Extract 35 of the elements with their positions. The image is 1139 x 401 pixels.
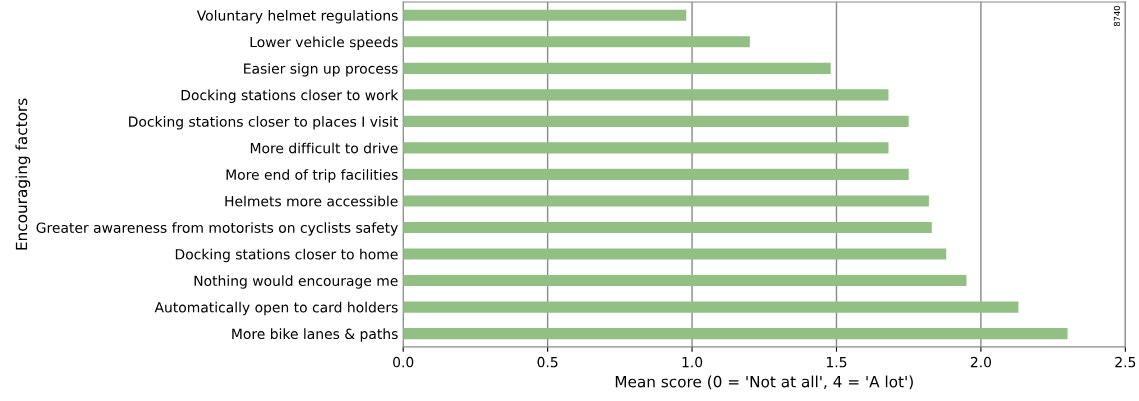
x-tick-label: 1.5	[826, 357, 847, 368]
x-axis-title: Mean score (0 = 'Not at all', 4 = 'A lot')	[615, 375, 913, 390]
bar	[403, 168, 909, 181]
y-tick-label: Docking stations closer to places I visit	[129, 116, 399, 130]
y-tick-label: More difficult to drive	[250, 142, 398, 154]
bar	[403, 62, 831, 74]
y-tick-label: Easier sign up process	[244, 63, 398, 77]
bar	[403, 221, 932, 234]
annotation: 8740	[1113, 6, 1121, 27]
y-tick-label: Lower vehicle speeds	[250, 36, 398, 50]
y-axis-title: Encouraging factors	[15, 98, 31, 250]
y-tick-label: Voluntary helmet regulations	[196, 9, 398, 24]
y-tick-label: Docking stations closer to work	[181, 89, 399, 104]
y-tick-label: Automatically open to card holders	[154, 301, 398, 316]
bar	[403, 142, 889, 154]
bar	[403, 9, 687, 21]
x-tick-label: 0.0	[393, 356, 414, 368]
y-tick-label: Nothing would encourage me	[194, 275, 398, 289]
bar	[403, 248, 947, 260]
y-tick-label: More end of trip facilities	[226, 169, 398, 183]
bar	[403, 328, 1068, 340]
x-tick-label: 2.5	[1115, 356, 1136, 368]
bar	[403, 115, 909, 127]
bar	[403, 195, 929, 207]
x-tick-label: 1.0	[682, 356, 703, 368]
x-tick-label: 2.0	[970, 356, 992, 368]
y-tick-label: More bike lanes & paths	[232, 328, 398, 342]
x-tick-label: 0.5	[537, 356, 558, 368]
y-tick-label: Helmets more accessible	[225, 195, 398, 207]
bar	[403, 301, 1019, 313]
y-tick-label: Greater awareness from motorists on cyclists safety	[36, 222, 398, 236]
y-tick-label: Docking stations closer to home	[175, 248, 398, 263]
bar	[403, 89, 889, 101]
bar	[403, 274, 967, 287]
bar	[403, 36, 750, 48]
